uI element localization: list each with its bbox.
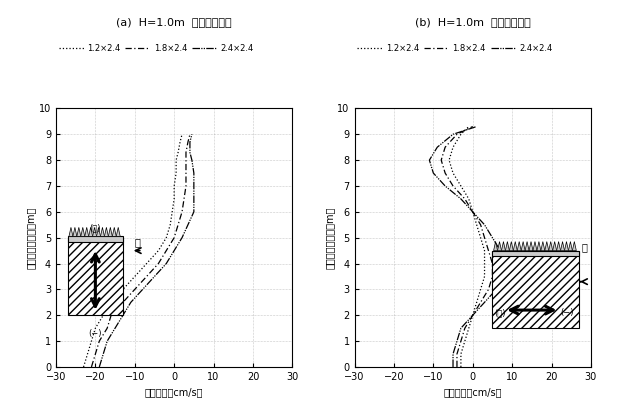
Polygon shape bbox=[557, 241, 560, 251]
Bar bbox=[493, 251, 579, 328]
Polygon shape bbox=[518, 241, 521, 251]
Y-axis label: 底面からの高さ（m）: 底面からの高さ（m） bbox=[26, 206, 36, 269]
Polygon shape bbox=[73, 227, 77, 236]
Polygon shape bbox=[569, 241, 572, 251]
Polygon shape bbox=[104, 227, 108, 236]
Polygon shape bbox=[525, 241, 529, 251]
Polygon shape bbox=[549, 241, 553, 251]
Text: 波: 波 bbox=[581, 243, 587, 253]
Polygon shape bbox=[553, 241, 557, 251]
Bar bbox=[68, 236, 123, 241]
Polygon shape bbox=[560, 241, 565, 251]
Polygon shape bbox=[565, 241, 569, 251]
Polygon shape bbox=[113, 227, 116, 236]
Text: (＋): (＋) bbox=[90, 223, 101, 232]
Polygon shape bbox=[85, 227, 89, 236]
Polygon shape bbox=[545, 241, 549, 251]
Text: 波: 波 bbox=[135, 237, 141, 247]
Text: (a)  H=1.0m  沿岸方向流速: (a) H=1.0m 沿岸方向流速 bbox=[116, 17, 232, 27]
Polygon shape bbox=[108, 227, 113, 236]
Polygon shape bbox=[533, 241, 537, 251]
Text: (−): (−) bbox=[88, 329, 102, 338]
Polygon shape bbox=[116, 227, 120, 236]
Legend: 1.2×2.4, 1.8×2.4, 2.4×2.4: 1.2×2.4, 1.8×2.4, 2.4×2.4 bbox=[354, 40, 555, 56]
Polygon shape bbox=[501, 241, 506, 251]
Legend: 1.2×2.4, 1.8×2.4, 2.4×2.4: 1.2×2.4, 1.8×2.4, 2.4×2.4 bbox=[55, 40, 257, 56]
Polygon shape bbox=[96, 227, 101, 236]
X-axis label: 平均流速（cm/s）: 平均流速（cm/s） bbox=[443, 387, 502, 397]
Text: (b)  H=1.0m  岸沖方向流速: (b) H=1.0m 岸沖方向流速 bbox=[415, 17, 531, 27]
Polygon shape bbox=[101, 227, 104, 236]
Polygon shape bbox=[521, 241, 525, 251]
Polygon shape bbox=[541, 241, 545, 251]
Bar bbox=[68, 238, 123, 315]
Polygon shape bbox=[498, 241, 501, 251]
Polygon shape bbox=[93, 227, 96, 236]
Bar bbox=[493, 251, 579, 256]
Text: (−): (−) bbox=[560, 308, 574, 317]
Polygon shape bbox=[513, 241, 518, 251]
Polygon shape bbox=[89, 227, 93, 236]
Polygon shape bbox=[81, 227, 85, 236]
X-axis label: 平均流速（cm/s）: 平均流速（cm/s） bbox=[145, 387, 203, 397]
Polygon shape bbox=[509, 241, 513, 251]
Polygon shape bbox=[69, 227, 73, 236]
Text: (＋): (＋) bbox=[494, 308, 506, 317]
Polygon shape bbox=[537, 241, 541, 251]
Polygon shape bbox=[494, 241, 498, 251]
Polygon shape bbox=[77, 227, 81, 236]
Y-axis label: 底面からの高さ（m）: 底面からの高さ（m） bbox=[325, 206, 335, 269]
Polygon shape bbox=[572, 241, 577, 251]
Polygon shape bbox=[506, 241, 509, 251]
Polygon shape bbox=[529, 241, 533, 251]
